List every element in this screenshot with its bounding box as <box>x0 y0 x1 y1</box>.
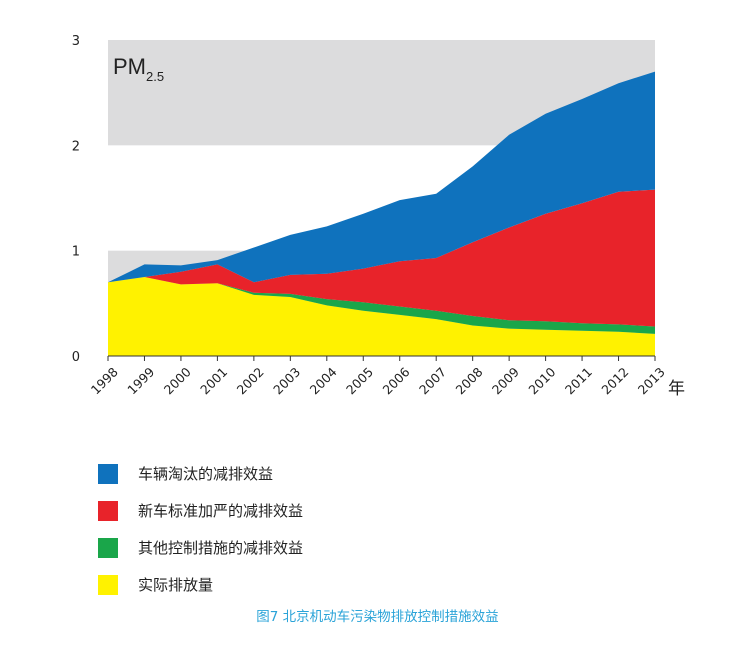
legend-item-new-vehicle-standards: 新车标准加严的减排效益 <box>98 492 303 529</box>
area-series-3 <box>108 71 655 283</box>
x-tick-label: 2003 <box>270 364 303 397</box>
area-series-0 <box>108 277 655 356</box>
x-tick-label: 2011 <box>562 364 595 397</box>
legend-label: 实际排放量 <box>138 576 214 594</box>
legend-swatch <box>98 463 118 484</box>
x-tick-label: 2000 <box>161 364 194 397</box>
x-tick-label: 2001 <box>197 364 230 397</box>
x-tick-label: 2008 <box>452 364 485 397</box>
x-tick-label: 2006 <box>380 364 413 397</box>
legend-swatch <box>98 537 118 558</box>
area-series <box>108 71 655 356</box>
y-tick-label: 0 <box>72 350 80 365</box>
legend-item-actual-emissions: 实际排放量 <box>98 566 303 603</box>
area-series-1 <box>108 277 655 334</box>
legend-label: 车辆淘汰的减排效益 <box>138 465 274 483</box>
x-tick-label: 2004 <box>307 364 340 397</box>
x-tick-label: 2005 <box>343 364 376 397</box>
pm-subscript: 2.5 <box>146 69 164 84</box>
pm25-label: PM2.5 <box>113 54 164 84</box>
legend-swatch <box>98 500 118 521</box>
x-axis-label: 年 <box>668 379 685 399</box>
figure-caption: 图7 北京机动车污染物排放控制措施效益 <box>256 609 499 625</box>
x-tick-label: 2013 <box>635 364 668 397</box>
x-tick-label: 1999 <box>124 364 157 397</box>
x-tick-label: 2007 <box>416 364 449 397</box>
x-tick-label: 2009 <box>489 364 522 397</box>
pm-text: PM <box>113 54 146 79</box>
y-tick-label: 1 <box>72 245 80 260</box>
y-tick-labels: 0 1 2 3 <box>72 34 80 365</box>
legend-label: 其他控制措施的减排效益 <box>138 539 304 557</box>
y-tick-label: 3 <box>72 34 80 49</box>
legend: 车辆淘汰的减排效益 新车标准加严的减排效益 其他控制措施的减排效益 实际排放量 <box>98 455 303 603</box>
x-tick-label: 2012 <box>598 364 631 397</box>
legend-label: 新车标准加严的减排效益 <box>138 502 304 520</box>
x-tick-label: 1998 <box>88 364 121 397</box>
legend-item-vehicle-retirement: 车辆淘汰的减排效益 <box>98 455 303 492</box>
area-series-2 <box>108 189 655 327</box>
x-tick-label: 2002 <box>234 364 267 397</box>
legend-item-other-measures: 其他控制措施的减排效益 <box>98 529 303 566</box>
legend-swatch <box>98 574 118 595</box>
y-tick-label: 2 <box>72 139 80 154</box>
axes <box>107 355 656 361</box>
x-tick-labels: 1998 1999 2000 2001 2002 2003 2004 2005 2006 2007… <box>88 364 668 397</box>
x-tick-label: 2010 <box>525 364 558 397</box>
